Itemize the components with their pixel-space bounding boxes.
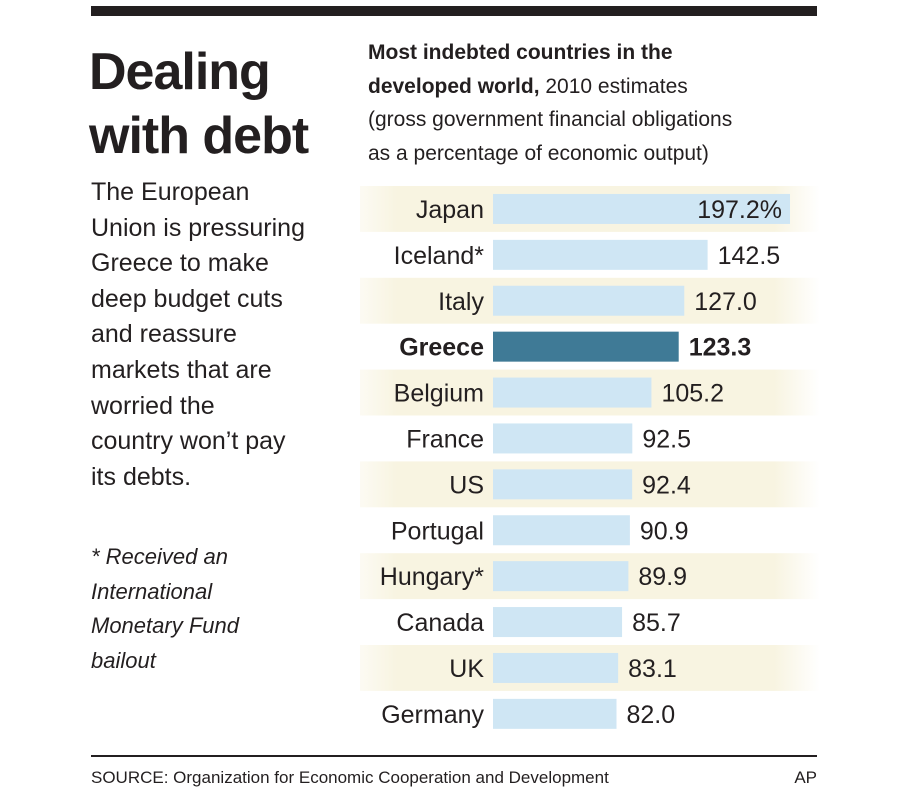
chart-title-year: 2010 estimates — [539, 74, 688, 98]
value-label: 92.5 — [642, 425, 691, 453]
chart-title-bold: Most indebted countries in the — [368, 41, 673, 64]
bar-portugal — [493, 515, 630, 546]
chatter-line: and reassure — [91, 320, 237, 349]
headline-line: with debt — [89, 107, 309, 165]
category-label: Japan — [416, 196, 484, 224]
bar-germany — [493, 698, 617, 729]
value-label: 83.1 — [628, 655, 677, 683]
value-label: 127.0 — [694, 288, 757, 316]
chatter-line: markets that are — [91, 355, 272, 384]
bar-greece — [493, 331, 679, 362]
footnote-line: bailout — [91, 647, 156, 673]
bottom-rule — [91, 755, 817, 757]
bar-belgium — [493, 377, 652, 408]
category-label: Greece — [399, 334, 484, 362]
category-label: Italy — [438, 288, 484, 316]
headline-line: Dealing — [89, 43, 271, 101]
bar-italy — [493, 285, 685, 316]
value-label: 92.4 — [642, 471, 691, 499]
chart-subtitle-line: (gross government financial obligations — [368, 108, 733, 131]
category-label: Canada — [396, 609, 484, 637]
value-label: 89.9 — [638, 563, 687, 591]
bar-iceland — [493, 239, 708, 270]
bar-hungary — [493, 561, 629, 592]
chatter-line: country won’t pay — [91, 427, 286, 456]
chatter-line: its debts. — [91, 462, 192, 491]
category-label: UK — [449, 655, 484, 683]
footnote-line: International — [91, 578, 213, 604]
category-label: Belgium — [394, 380, 484, 408]
chart-title-line: Most indebted countries in the — [368, 36, 828, 70]
chart-subtitle-line: as a percentage of economic output) — [368, 141, 709, 165]
chart-title-line: developed world, 2010 estimates — [368, 70, 828, 104]
footnote: * Received an International Monetary Fun… — [91, 540, 361, 678]
bar-uk — [493, 652, 619, 683]
category-label: Hungary* — [380, 563, 484, 591]
value-label: 105.2 — [661, 380, 724, 408]
bar-japan — [493, 193, 790, 224]
category-label: US — [449, 471, 484, 499]
value-label: 142.5 — [718, 242, 781, 270]
chatter-line: Greece to make — [91, 249, 269, 278]
chatter-line: worried the — [91, 391, 215, 420]
footnote-line: Monetary Fund — [91, 613, 239, 638]
value-label: 123.3 — [689, 334, 752, 362]
bar-chart: Japan 197.2% Iceland* 142.5 Italy 127.0 Greece… — [360, 186, 820, 729]
bar-us — [493, 469, 633, 500]
value-label: 90.9 — [640, 517, 689, 545]
chatter-line: deep budget cuts — [91, 284, 283, 313]
chatter-line: The European — [91, 178, 250, 206]
category-label: Iceland* — [394, 242, 485, 270]
value-label: 85.7 — [632, 609, 681, 637]
source-line: SOURCE: Organization for Economic Cooper… — [91, 768, 609, 787]
footnote-line: * Received an — [91, 544, 228, 569]
category-label: Portugal — [391, 517, 484, 545]
chatter-line: Union is pressuring — [91, 213, 305, 242]
category-label: Germany — [381, 701, 484, 729]
value-label: 197.2% — [697, 196, 782, 224]
value-label: 82.0 — [626, 701, 675, 729]
top-rule — [91, 6, 817, 16]
bar-canada — [493, 607, 623, 638]
headline: Dealing with debt — [89, 40, 309, 168]
chart-title: Most indebted countries in the developed… — [368, 36, 828, 170]
chart-title-bold: developed world, — [368, 74, 540, 98]
category-label: France — [406, 425, 484, 453]
chatter-text: The European Union is pressuring Greece … — [91, 175, 361, 495]
bar-france — [493, 423, 633, 454]
credit-line: AP — [794, 768, 817, 787]
